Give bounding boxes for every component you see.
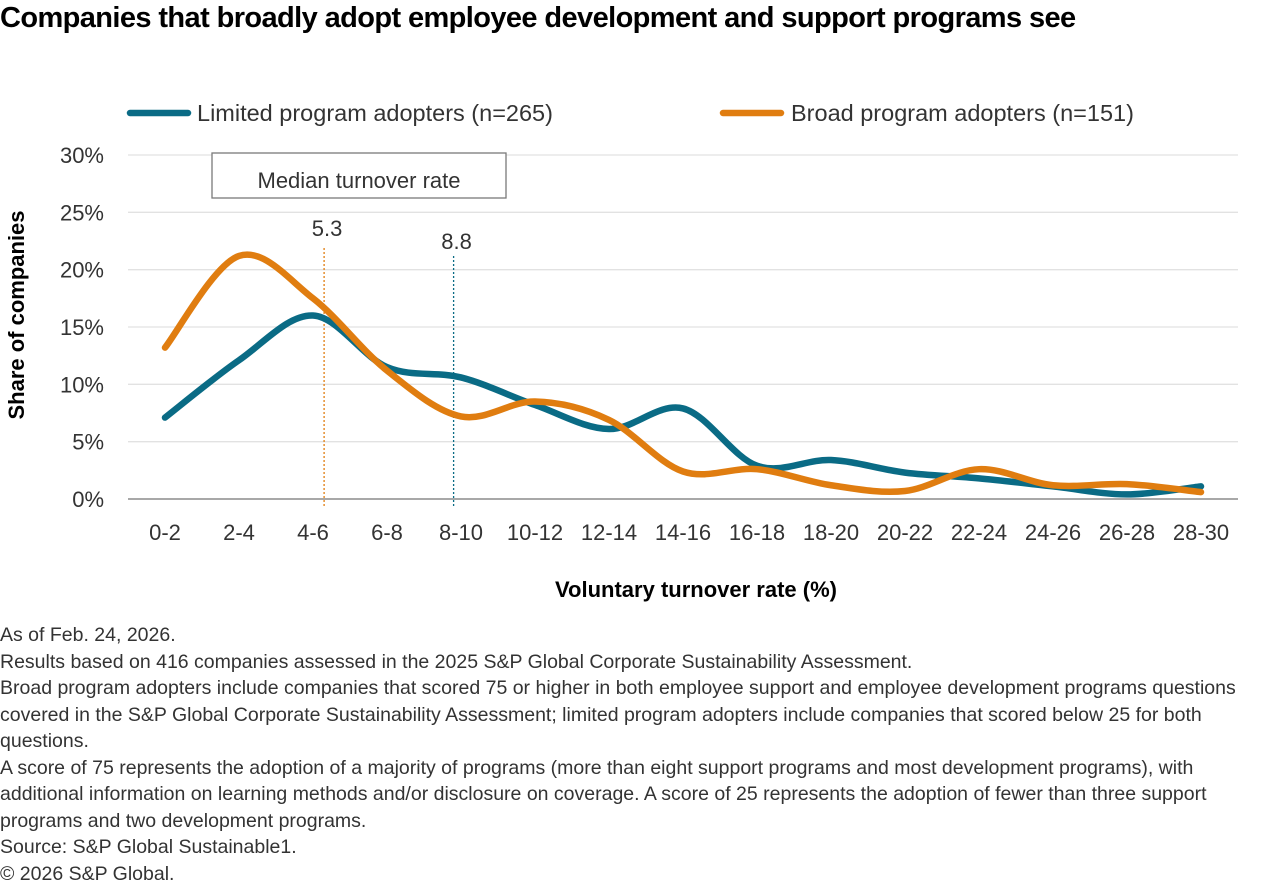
footnote-definition: Broad program adopters include companies… [0, 675, 1270, 755]
series-line-broad [165, 255, 1201, 493]
chart-title: Companies that broadly adopt employee de… [0, 2, 1076, 35]
gridlines [128, 155, 1238, 499]
y-tick-label: 20% [60, 258, 104, 283]
footnotes: As of Feb. 24, 2026. Results based on 41… [0, 622, 1270, 887]
legend: Limited program adopters (n=265) Broad pr… [130, 100, 1134, 126]
y-tick-label: 10% [60, 372, 104, 397]
footnote-score: A score of 75 represents the adoption of… [0, 755, 1270, 835]
x-tick-label: 26-28 [1099, 520, 1155, 545]
legend-label: Limited program adopters (n=265) [197, 100, 553, 126]
x-tick-label: 0-2 [149, 520, 181, 545]
x-tick-label: 10-12 [507, 520, 563, 545]
y-tick-label: 30% [60, 143, 104, 168]
x-tick-label: 28-30 [1173, 520, 1229, 545]
x-tick-label: 12-14 [581, 520, 637, 545]
x-tick-label: 14-16 [655, 520, 711, 545]
y-tick-label: 15% [60, 315, 104, 340]
x-tick-label: 6-8 [371, 520, 403, 545]
line-chart: Limited program adopters (n=265) Broad pr… [0, 80, 1280, 610]
y-axis-ticks: 0% 5% 10% 15% 20% 25% 30% [60, 143, 104, 512]
y-tick-label: 0% [72, 487, 104, 512]
series-line-limited [165, 316, 1201, 495]
x-tick-label: 24-26 [1025, 520, 1081, 545]
y-tick-label: 25% [60, 200, 104, 225]
annotation-box-label: Median turnover rate [258, 168, 461, 193]
legend-label: Broad program adopters (n=151) [791, 100, 1134, 126]
x-tick-label: 8-10 [439, 520, 483, 545]
x-tick-label: 2-4 [223, 520, 255, 545]
median-label: 8.8 [441, 229, 472, 254]
x-axis-ticks: 0-2 2-4 4-6 6-8 8-10 10-12 12-14 14-16 16-18 18-2… [149, 520, 1229, 545]
series-lines [165, 255, 1201, 495]
x-tick-label: 20-22 [877, 520, 933, 545]
footnote-source: Source: S&P Global Sustainable1. [0, 834, 1270, 861]
x-tick-label: 18-20 [803, 520, 859, 545]
y-axis-label: Share of companies [4, 210, 29, 419]
footnote-copyright: © 2026 S&P Global. [0, 861, 1270, 887]
y-tick-label: 5% [72, 430, 104, 455]
x-tick-label: 22-24 [951, 520, 1007, 545]
footnote-sample: Results based on 416 companies assessed … [0, 649, 1270, 676]
median-label: 5.3 [312, 216, 343, 241]
x-tick-label: 4-6 [297, 520, 329, 545]
x-tick-label: 16-18 [729, 520, 785, 545]
median-markers: 5.3 8.8 [312, 216, 472, 508]
median-annotation: Median turnover rate [212, 153, 506, 198]
footnote-date: As of Feb. 24, 2026. [0, 622, 1270, 649]
x-axis-label: Voluntary turnover rate (%) [555, 577, 837, 602]
